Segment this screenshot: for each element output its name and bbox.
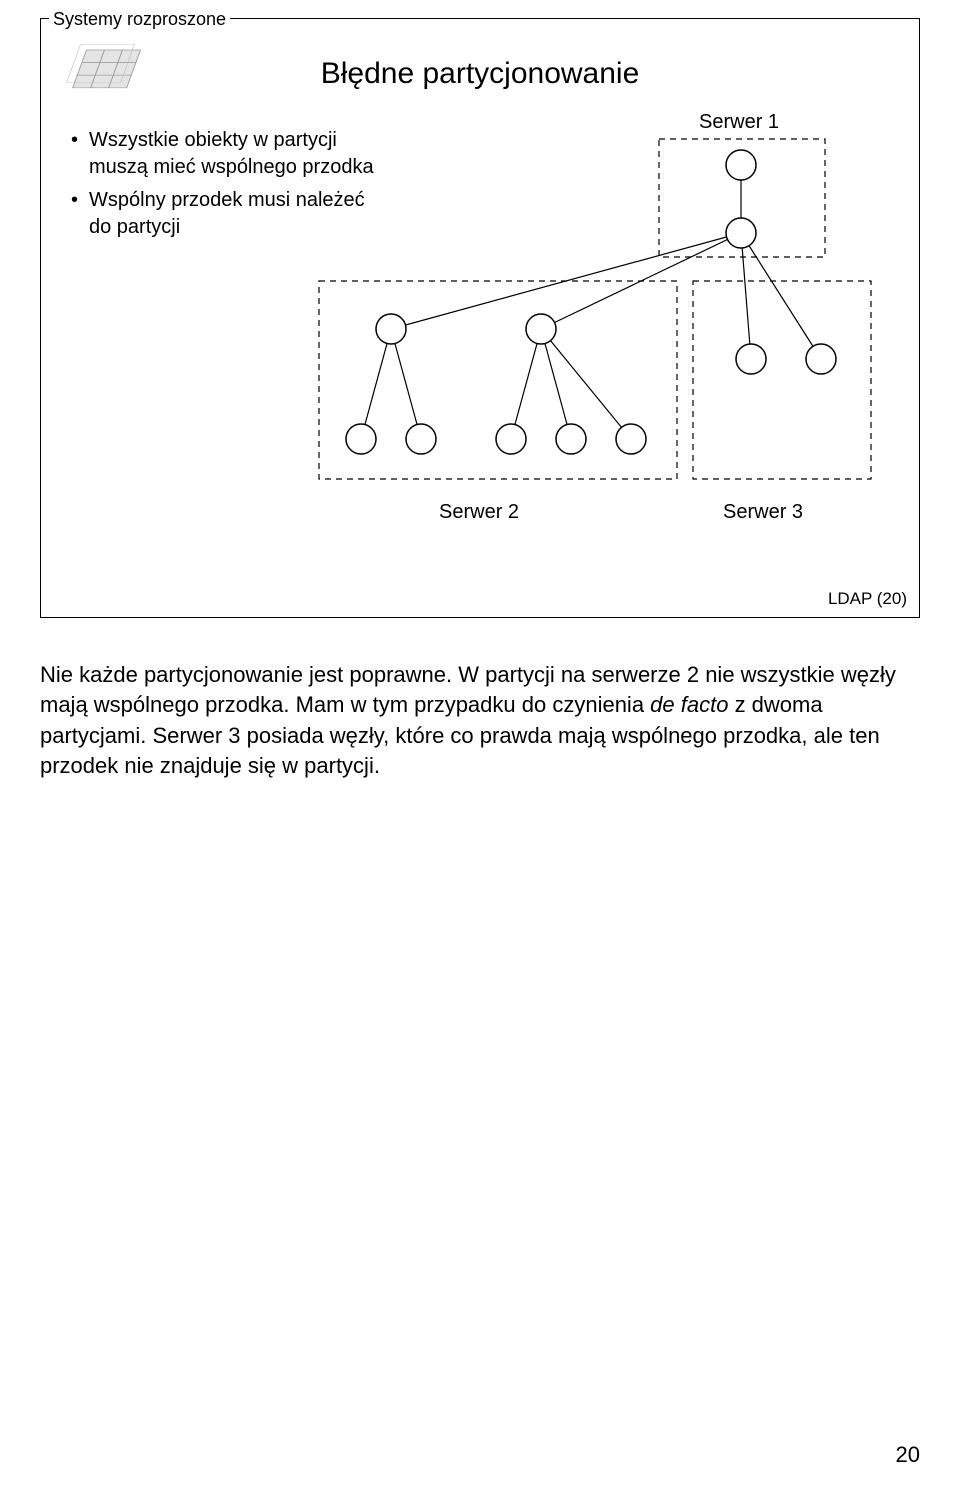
body-text-italic: de facto — [650, 692, 728, 717]
body-paragraph: Nie każde partycjonowanie jest poprawne.… — [40, 660, 920, 781]
server1-label: Serwer 1 — [699, 111, 779, 134]
page-number: 20 — [896, 1442, 920, 1468]
slide-title: Błędne partycjonowanie — [41, 57, 919, 91]
slide-frame: Systemy rozproszone Błęd — [40, 18, 920, 618]
footer-reference: LDAP (20) — [828, 589, 907, 609]
server2-label: Serwer 2 — [439, 501, 519, 524]
frame-title: Systemy rozproszone — [49, 9, 230, 30]
page: Systemy rozproszone Błęd — [0, 0, 960, 1494]
server3-label: Serwer 3 — [723, 501, 803, 524]
tree-diagram: Serwer 1 Serwer 2 Serwer 3 — [291, 109, 911, 539]
diagram-svg — [291, 109, 911, 539]
